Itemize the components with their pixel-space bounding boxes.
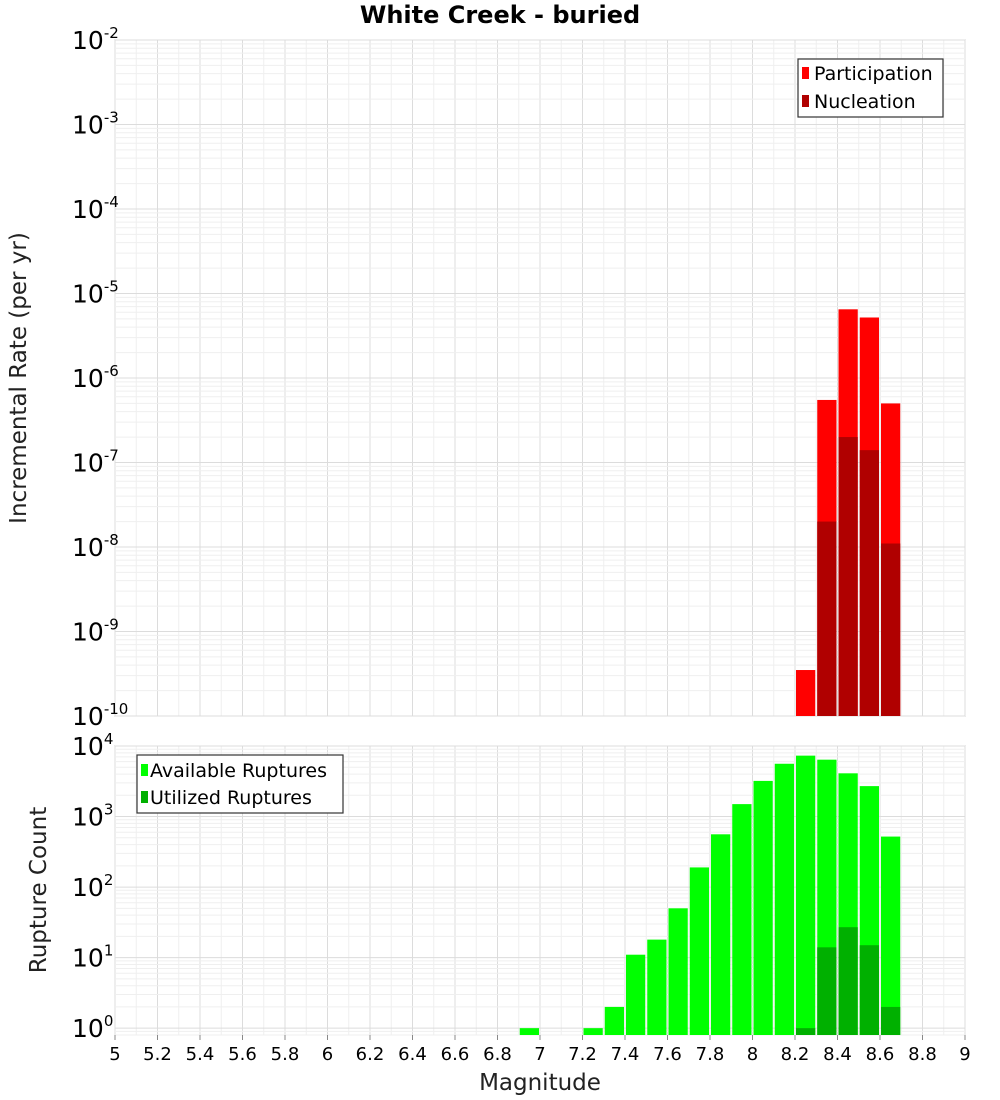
x-tick-label: 5.4	[186, 1044, 215, 1065]
count-y-axis-label: Rupture Count	[26, 807, 52, 973]
rate-y-tick-label: 10-5	[72, 278, 119, 309]
bar-utilized-ruptures	[817, 947, 837, 1035]
rate-legend-box	[797, 58, 944, 118]
bar-available-ruptures	[583, 1028, 603, 1035]
x-tick-label: 5.6	[228, 1044, 257, 1065]
legend-label-available: Available Ruptures	[150, 760, 327, 782]
rate-y-tick-label: 10-2	[72, 24, 119, 55]
x-tick-label: 6.2	[356, 1044, 385, 1065]
bar-nucleation	[817, 521, 837, 716]
bar-available-ruptures	[753, 780, 773, 1035]
x-tick-label: 8.4	[823, 1044, 852, 1065]
x-tick-label: 7.2	[568, 1044, 597, 1065]
rate-y-tick-label: 10-8	[72, 531, 119, 562]
rate-y-tick-label: 10-6	[72, 362, 119, 393]
x-tick-label: 6.4	[398, 1044, 427, 1065]
bar-available-ruptures	[626, 954, 646, 1035]
bar-nucleation	[881, 543, 901, 716]
bar-available-ruptures	[519, 1028, 539, 1035]
bar-utilized-ruptures	[838, 927, 858, 1035]
rate-y-tick-label: 10-4	[72, 193, 119, 224]
bar-available-ruptures	[689, 867, 709, 1035]
x-tick-label: 8.8	[908, 1044, 937, 1065]
bar-participation	[796, 670, 816, 716]
rate-y-axis-label: Incremental Rate (per yr)	[6, 232, 32, 524]
count-y-tick-label: 103	[72, 801, 113, 832]
bar-available-ruptures	[668, 908, 688, 1035]
incremental-rate-panel: 10-2 10-3 10-4 10-5 10-6 10-7 10-8 10-9 10-10 In…	[6, 24, 966, 731]
rate-y-tick-label: 10-3	[72, 109, 119, 140]
rate-legend: Participation Nucleation	[797, 58, 944, 118]
bar-available-ruptures	[774, 763, 794, 1035]
legend-swatch-nucleation	[802, 95, 809, 107]
bar-nucleation	[838, 437, 858, 716]
legend-swatch-utilized	[141, 791, 148, 803]
bar-utilized-ruptures	[859, 945, 879, 1035]
legend-label-utilized: Utilized Ruptures	[150, 787, 312, 809]
x-tick-label: 5.8	[271, 1044, 300, 1065]
legend-label-participation: Participation	[814, 63, 933, 85]
bar-available-ruptures	[604, 1006, 624, 1035]
legend-swatch-available	[141, 764, 148, 776]
x-tick-label: 7	[534, 1044, 545, 1065]
bar-available-ruptures	[711, 834, 731, 1035]
count-legend: Available Ruptures Utilized Ruptures	[136, 754, 344, 814]
count-bars	[519, 755, 901, 1035]
rate-y-tick-label: 10-9	[72, 616, 119, 647]
chart-title: White Creek - buried	[360, 1, 640, 29]
x-tick-label: 6.8	[483, 1044, 512, 1065]
x-tick-label: 7.6	[653, 1044, 682, 1065]
legend-swatch-participation	[802, 67, 809, 79]
bar-available-ruptures	[881, 836, 901, 1035]
count-y-tick-label: 104	[72, 730, 113, 761]
x-tick-label: 5	[109, 1044, 120, 1065]
magnitude-x-ticks: 5 5.2 5.4 5.6 5.8 6 6.2 6.4 6.6 6.8 7 7.2 7.4 7.6 7.8 8…	[109, 1035, 971, 1065]
x-tick-label: 8.6	[866, 1044, 895, 1065]
x-tick-label: 9	[959, 1044, 970, 1065]
x-tick-label: 6.6	[441, 1044, 470, 1065]
rate-y-tick-label: 10-10	[72, 700, 128, 731]
x-tick-label: 8.2	[781, 1044, 810, 1065]
rate-y-tick-label: 10-7	[72, 447, 119, 478]
x-axis-label: Magnitude	[479, 1070, 601, 1096]
rate-gridlines	[114, 39, 966, 717]
rate-y-ticks: 10-2 10-3 10-4 10-5 10-6 10-7 10-8 10-9 10-10	[72, 24, 128, 731]
bar-utilized-ruptures	[881, 1006, 901, 1035]
bar-utilized-ruptures	[796, 1028, 816, 1035]
count-y-tick-label: 102	[72, 871, 113, 902]
x-tick-label: 5.2	[143, 1044, 172, 1065]
x-tick-label: 7.8	[696, 1044, 725, 1065]
bar-available-ruptures	[647, 939, 667, 1035]
bar-available-ruptures	[796, 755, 816, 1035]
count-legend-box	[136, 754, 344, 814]
count-y-tick-label: 101	[72, 942, 113, 973]
bar-available-ruptures	[732, 804, 752, 1035]
x-tick-label: 8	[747, 1044, 758, 1065]
count-y-ticks: 104 103 102 101 100	[72, 730, 113, 1043]
rate-bars	[796, 309, 901, 716]
bar-nucleation	[859, 450, 879, 716]
x-tick-label: 7.4	[611, 1044, 640, 1065]
rupture-count-panel: 104 103 102 101 100 5 5.2 5.4 5.6 5.8 6 6.2 6.4 6.6 6…	[26, 730, 971, 1096]
x-tick-label: 6	[322, 1044, 333, 1065]
legend-label-nucleation: Nucleation	[814, 91, 916, 113]
count-y-tick-label: 100	[72, 1012, 113, 1043]
